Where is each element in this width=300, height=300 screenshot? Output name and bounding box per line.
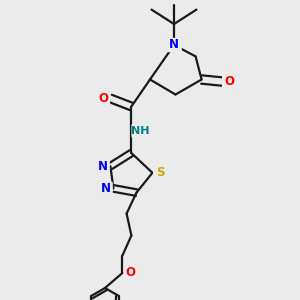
FancyBboxPatch shape [124, 266, 138, 280]
Text: O: O [98, 92, 108, 105]
FancyBboxPatch shape [96, 92, 110, 105]
FancyBboxPatch shape [131, 124, 149, 138]
FancyBboxPatch shape [153, 166, 167, 180]
Text: N: N [169, 38, 179, 52]
Text: O: O [224, 75, 234, 88]
Text: O: O [126, 266, 136, 280]
Text: N: N [100, 182, 111, 195]
Text: S: S [156, 166, 164, 179]
Text: N: N [98, 160, 108, 173]
FancyBboxPatch shape [166, 38, 182, 52]
FancyBboxPatch shape [222, 75, 236, 88]
Text: NH: NH [131, 126, 150, 136]
FancyBboxPatch shape [98, 182, 113, 195]
FancyBboxPatch shape [95, 159, 110, 173]
